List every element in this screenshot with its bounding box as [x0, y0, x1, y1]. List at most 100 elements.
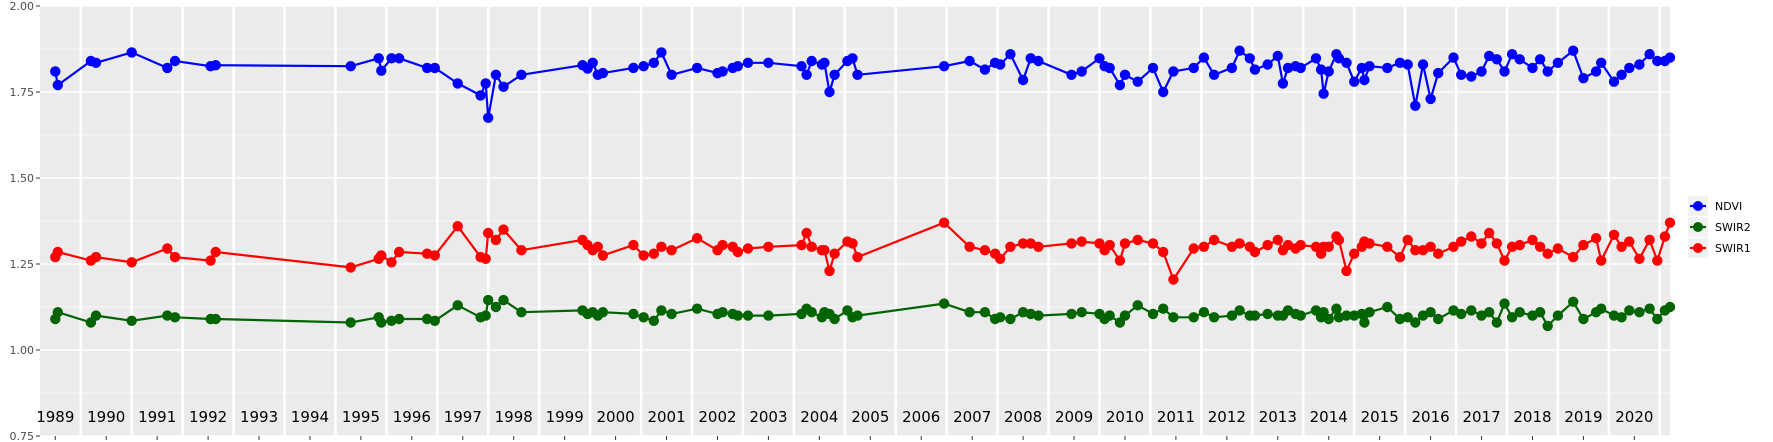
swir2-point [1066, 308, 1077, 320]
year-label: 1997 [444, 408, 482, 426]
swir2-point [1410, 317, 1421, 328]
swir2-point [656, 305, 667, 316]
swir2-point [829, 313, 840, 325]
swir1-legend-label: SWIR1 [1715, 242, 1751, 255]
year-label: 2013 [1259, 408, 1297, 426]
swir1-point [162, 243, 173, 254]
swir2-point [1542, 320, 1553, 332]
swir2-point [1076, 307, 1087, 318]
ndvi-point [1277, 78, 1289, 89]
swir2-point [1147, 308, 1159, 320]
swir2-point [628, 308, 639, 320]
swir2-point [498, 294, 509, 306]
swir1-point [742, 243, 754, 254]
ndvi-point [1466, 71, 1477, 82]
swir2-point [1578, 313, 1589, 325]
swir1-point [1552, 243, 1564, 254]
ndvi-point [1244, 53, 1256, 64]
swir1-point [490, 234, 502, 246]
swir1-point [1066, 238, 1077, 249]
y-tick-label: 0.75 [10, 430, 35, 442]
swir2-point [1359, 317, 1370, 328]
ndvi-point [666, 69, 677, 81]
swir2-point [1634, 307, 1645, 318]
ndvi-point [373, 53, 384, 64]
ndvi-point [1349, 76, 1360, 87]
swir2-point [393, 313, 405, 325]
swir2-point [732, 310, 743, 321]
year-label: 1995 [342, 408, 380, 426]
ndvi-point [691, 62, 703, 74]
swir1-point [1188, 243, 1199, 254]
swir1-point [628, 239, 639, 251]
swir1-point [732, 246, 743, 258]
ndvi-point [1491, 54, 1503, 65]
ndvi-point [126, 47, 137, 58]
ndvi-legend-label: NDVI [1715, 200, 1742, 213]
ndvi-point [162, 62, 173, 74]
year-labels: 1989 1990 1991 1992 1993 1994 1995 1996 1997 1998… [36, 408, 1653, 426]
swir1-point [1568, 251, 1579, 263]
ndvi-point [393, 53, 405, 64]
swir1-point [1410, 245, 1421, 256]
swir1-point [1624, 236, 1635, 247]
swir2-point [1005, 313, 1016, 325]
ndvi-point [1499, 66, 1510, 77]
swir1-point [592, 241, 603, 252]
ndvi-point [452, 78, 463, 89]
swir1-point [516, 245, 527, 256]
swir1-point [1484, 227, 1495, 239]
swir1-point [597, 250, 609, 261]
swir1-point [1542, 248, 1553, 259]
swir1-point [1341, 265, 1352, 277]
swir2-point [691, 303, 703, 314]
swir1-point [52, 246, 63, 258]
swir2-point [1624, 305, 1635, 316]
ndvi-point [1333, 53, 1345, 64]
ndvi-point [1310, 53, 1322, 64]
ndvi-point [1402, 59, 1413, 70]
swir1-point [1425, 241, 1436, 252]
ndvi-point [1578, 73, 1589, 84]
year-label: 1991 [138, 408, 176, 426]
ndvi-point [90, 57, 102, 68]
ndvi-point [386, 53, 397, 64]
year-label: 2016 [1412, 408, 1450, 426]
swir1-point [1295, 239, 1306, 251]
swir1-point [824, 265, 835, 277]
swir2-point [210, 313, 221, 325]
swir1-point [483, 227, 494, 239]
swir2-point [1664, 301, 1676, 313]
ndvi-point [52, 79, 63, 91]
swir2-point [763, 310, 774, 321]
ndvi-point [597, 67, 609, 79]
ndvi-point [648, 57, 659, 68]
swir2-point [1425, 307, 1436, 318]
swir1-point [1132, 234, 1143, 246]
ndvi-point [1410, 100, 1421, 112]
swir2-point [1534, 307, 1546, 318]
swir1-point [1349, 248, 1360, 259]
swir1-point [1394, 251, 1406, 263]
ndvi-point [964, 55, 975, 67]
ndvi-point [1527, 62, 1538, 74]
swir1-point [666, 245, 677, 256]
year-label: 2002 [698, 408, 736, 426]
ndvi-point [796, 60, 807, 72]
ndvi-point [498, 81, 509, 93]
ndvi-point [1114, 79, 1126, 91]
swir2-point [376, 317, 387, 328]
ndvi-point [1168, 66, 1179, 77]
swir1-point [1476, 238, 1487, 249]
swir2-point [1226, 310, 1238, 321]
year-label: 1989 [36, 408, 74, 426]
swir2-point [490, 301, 502, 313]
swir2-point [1552, 310, 1564, 321]
ndvi-point [1094, 53, 1105, 64]
swir1-point [1652, 255, 1663, 266]
y-tick-label: 1.00 [10, 344, 35, 357]
swir1-point [1634, 253, 1645, 264]
swir1-point [1466, 231, 1477, 242]
ndvi-point [1616, 69, 1627, 81]
